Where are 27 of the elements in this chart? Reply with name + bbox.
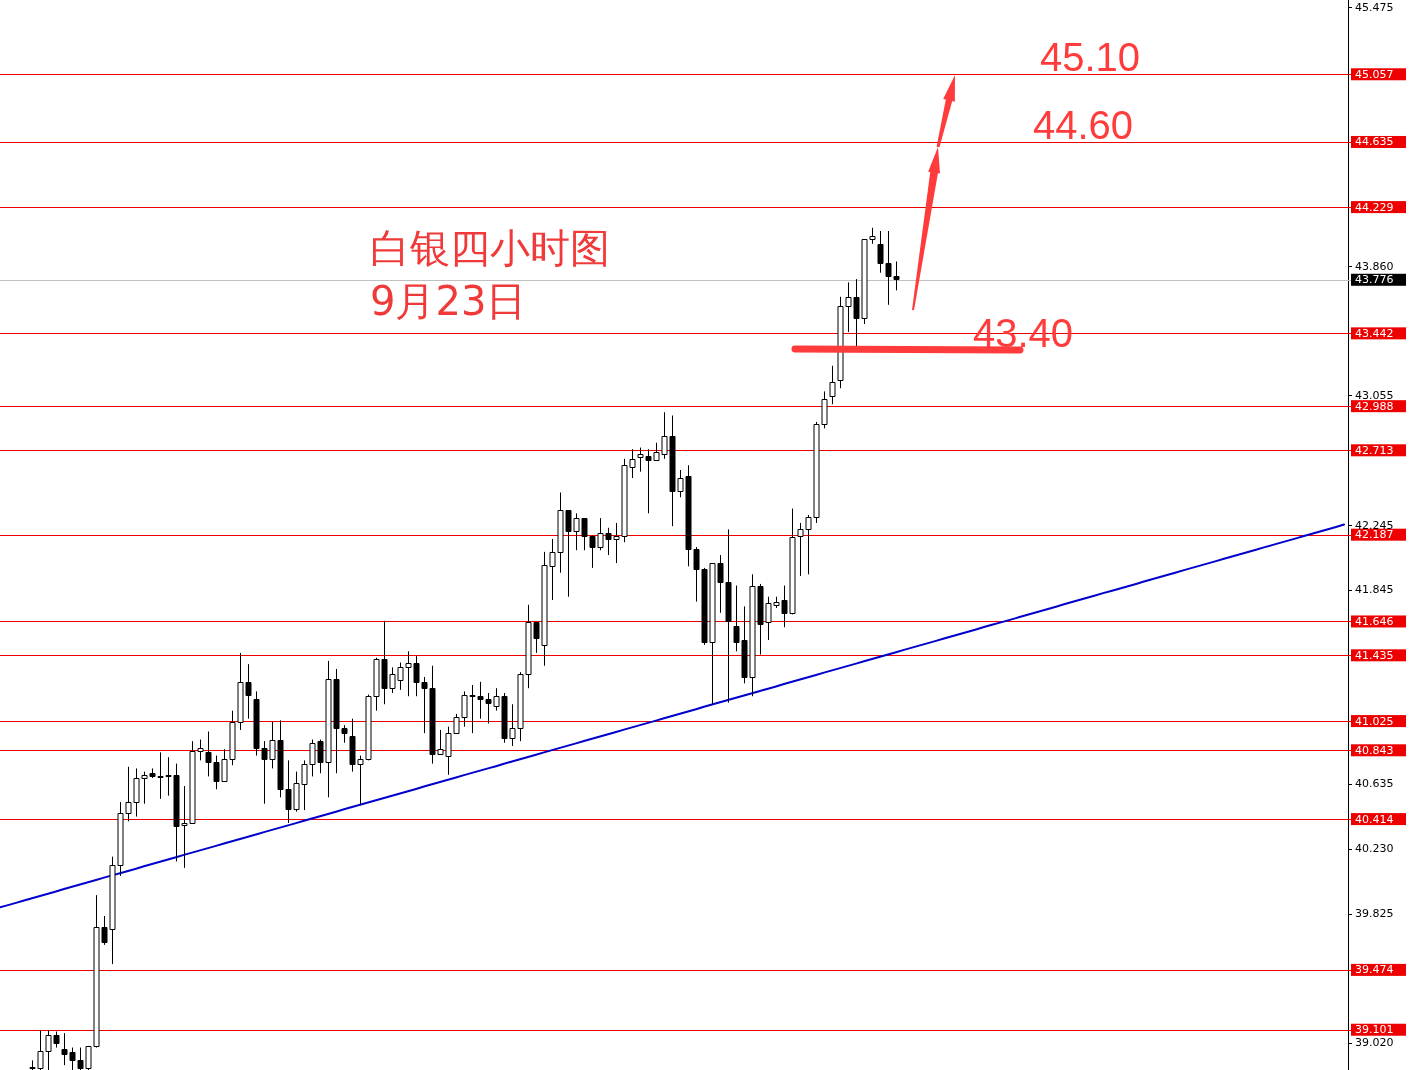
ref-line-label: 39.474 (1355, 963, 1394, 977)
y-tick-label: 45.475 (1355, 0, 1394, 14)
ref-line-label: 44.229 (1355, 200, 1394, 214)
annotation: 45.10 (1039, 35, 1141, 79)
ref-line-label: 42.713 (1355, 443, 1394, 457)
ref-line-label: 42.988 (1355, 399, 1394, 413)
ref-line-label: 42.187 (1355, 528, 1394, 542)
ref-line-label: 40.843 (1355, 743, 1394, 757)
ref-line-label: 39.101 (1355, 1023, 1394, 1037)
ref-line-label: 45.057 (1355, 67, 1394, 81)
ref-line-label: 43.776 (1355, 273, 1394, 287)
ref-line-label: 43.442 (1355, 326, 1394, 340)
ref-line-label: 41.025 (1355, 714, 1394, 728)
y-tick-label: 40.230 (1355, 842, 1394, 856)
ref-line-label: 40.414 (1355, 812, 1394, 826)
y-tick-label: 43.860 (1355, 259, 1394, 273)
text: 9月23日 (370, 278, 527, 324)
y-tick-label: 43.055 (1355, 388, 1394, 402)
y-tick-label: 41.845 (1355, 583, 1394, 597)
y-tick-label: 39.020 (1355, 1036, 1394, 1050)
y-tick-label: 39.825 (1355, 907, 1394, 921)
y-tick-label: 40.635 (1355, 777, 1394, 791)
text: 白银四小时图 (370, 225, 610, 271)
ref-line-label: 41.646 (1355, 614, 1394, 628)
ref-line-label: 41.435 (1355, 648, 1394, 662)
annotation: 44.60 (1032, 103, 1134, 147)
ref-line-label: 44.635 (1355, 135, 1394, 149)
